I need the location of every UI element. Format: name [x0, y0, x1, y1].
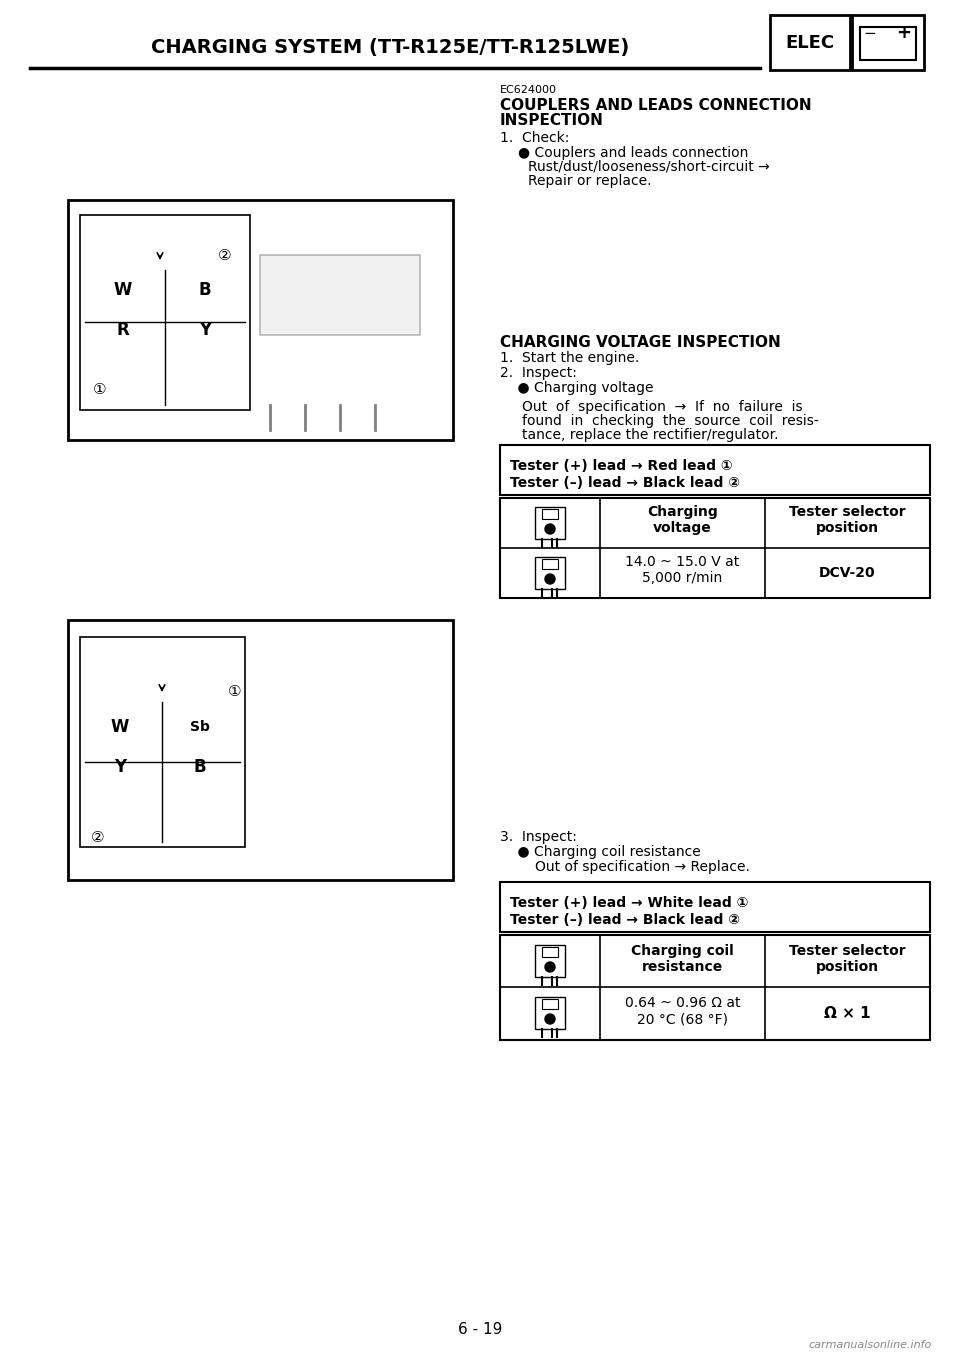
- Bar: [68, 200, 453, 440]
- Bar: [535, 945, 565, 976]
- Text: +: +: [897, 24, 911, 42]
- Circle shape: [545, 574, 555, 584]
- Circle shape: [545, 1014, 555, 1024]
- Circle shape: [545, 961, 555, 972]
- Text: Tester selector
position: Tester selector position: [789, 505, 906, 535]
- Bar: [535, 557, 565, 589]
- Text: Repair or replace.: Repair or replace.: [528, 174, 652, 187]
- Text: R: R: [116, 320, 130, 340]
- Text: 0.64 ~ 0.96 Ω at
20 °C (68 °F): 0.64 ~ 0.96 Ω at 20 °C (68 °F): [625, 995, 740, 1027]
- Text: carmanualsonline.info: carmanualsonline.info: [808, 1340, 931, 1350]
- Bar: [500, 936, 930, 1040]
- Text: Charging
voltage: Charging voltage: [647, 505, 718, 535]
- Bar: [770, 15, 850, 71]
- Text: 6 - 19: 6 - 19: [458, 1323, 502, 1338]
- Text: COUPLERS AND LEADS CONNECTION: COUPLERS AND LEADS CONNECTION: [500, 98, 811, 113]
- Text: W: W: [110, 718, 130, 736]
- Text: Rust/dust/looseness/short-circuit →: Rust/dust/looseness/short-circuit →: [528, 160, 770, 174]
- Bar: [542, 947, 558, 957]
- Bar: [68, 621, 453, 880]
- Bar: [535, 507, 565, 539]
- Circle shape: [545, 524, 555, 534]
- Text: W: W: [114, 281, 132, 299]
- Text: Y: Y: [199, 320, 211, 340]
- Bar: [80, 637, 245, 847]
- Text: Ω × 1: Ω × 1: [825, 1005, 871, 1020]
- Text: ELEC: ELEC: [785, 34, 834, 52]
- Bar: [500, 445, 930, 496]
- Text: Tester selector
position: Tester selector position: [789, 944, 906, 974]
- Text: ● Charging voltage: ● Charging voltage: [500, 382, 654, 395]
- Text: −: −: [864, 26, 876, 41]
- Text: ②: ②: [218, 247, 231, 262]
- Text: 1.  Start the engine.: 1. Start the engine.: [500, 350, 639, 365]
- Text: Tester (+) lead → Red lead ①: Tester (+) lead → Red lead ①: [510, 459, 732, 473]
- Text: INSPECTION: INSPECTION: [500, 113, 604, 128]
- Text: ● Charging coil resistance: ● Charging coil resistance: [500, 845, 701, 860]
- Text: ①: ①: [228, 684, 242, 699]
- Text: Tester (–) lead → Black lead ②: Tester (–) lead → Black lead ②: [510, 477, 740, 490]
- Text: found  in  checking  the  source  coil  resis-: found in checking the source coil resis-: [522, 414, 819, 428]
- Text: B: B: [194, 758, 206, 775]
- Text: EC624000: EC624000: [500, 86, 557, 95]
- Text: B: B: [199, 281, 211, 299]
- Bar: [542, 559, 558, 569]
- Text: Out of specification → Replace.: Out of specification → Replace.: [500, 860, 750, 875]
- Text: 14.0 ~ 15.0 V at
5,000 r/min: 14.0 ~ 15.0 V at 5,000 r/min: [625, 555, 739, 585]
- Text: ②: ②: [91, 830, 105, 845]
- Text: tance, replace the rectifier/regulator.: tance, replace the rectifier/regulator.: [522, 428, 779, 441]
- Bar: [80, 215, 250, 410]
- Text: Charging coil
resistance: Charging coil resistance: [631, 944, 733, 974]
- Text: 2.  Inspect:: 2. Inspect:: [500, 367, 577, 380]
- Bar: [500, 881, 930, 932]
- Bar: [852, 15, 924, 71]
- Bar: [500, 498, 930, 598]
- Bar: [260, 255, 420, 335]
- Bar: [860, 27, 916, 60]
- Text: Tester (–) lead → Black lead ②: Tester (–) lead → Black lead ②: [510, 913, 740, 928]
- Text: Out  of  specification  →  If  no  failure  is: Out of specification → If no failure is: [522, 401, 803, 414]
- Text: Tester (+) lead → White lead ①: Tester (+) lead → White lead ①: [510, 896, 749, 910]
- Text: Sb: Sb: [190, 720, 210, 735]
- Text: DCV-20: DCV-20: [819, 566, 876, 580]
- Text: ①: ①: [93, 383, 107, 398]
- Bar: [535, 997, 565, 1029]
- Bar: [542, 509, 558, 519]
- Text: Y: Y: [114, 758, 126, 775]
- Text: ● Couplers and leads connection: ● Couplers and leads connection: [518, 147, 749, 160]
- Text: CHARGING VOLTAGE INSPECTION: CHARGING VOLTAGE INSPECTION: [500, 335, 780, 350]
- Text: CHARGING SYSTEM (TT-R125E/TT-R125LWE): CHARGING SYSTEM (TT-R125E/TT-R125LWE): [151, 38, 629, 57]
- Text: 3.  Inspect:: 3. Inspect:: [500, 830, 577, 845]
- Bar: [542, 999, 558, 1009]
- Text: 1.  Check:: 1. Check:: [500, 130, 569, 145]
